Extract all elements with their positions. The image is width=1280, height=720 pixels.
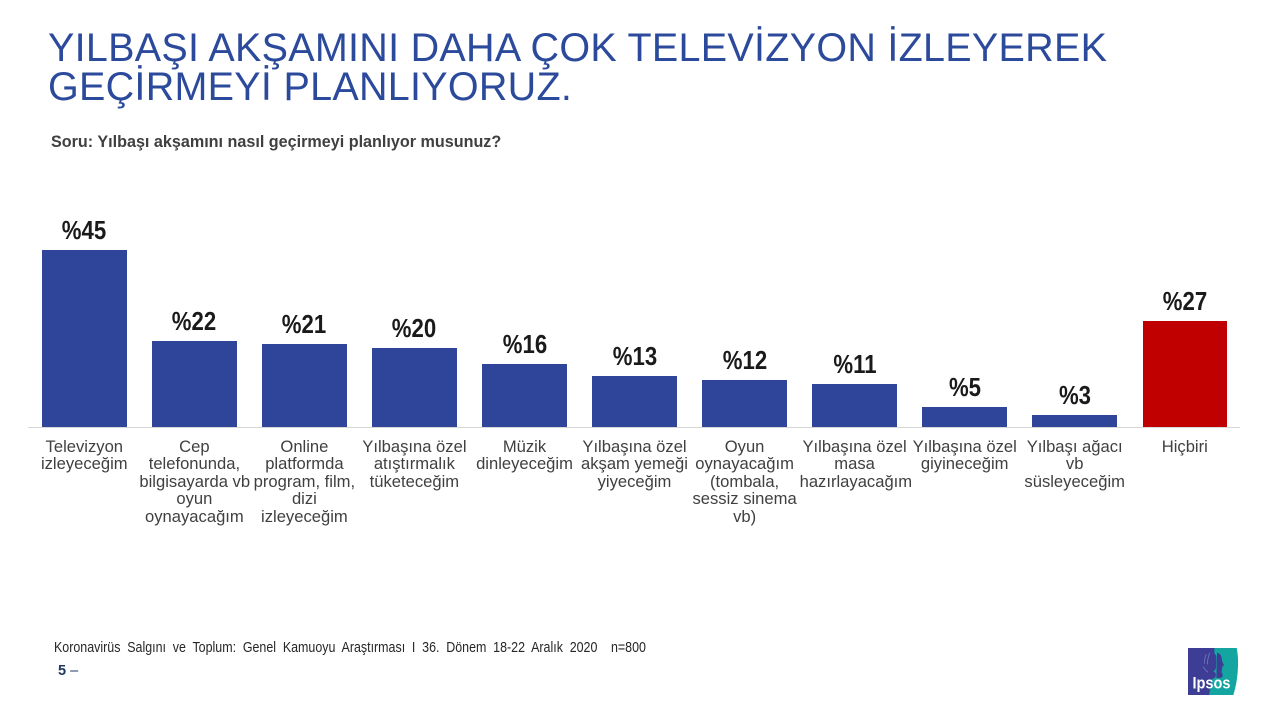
svg-text:Ipsos: Ipsos — [1193, 674, 1231, 693]
